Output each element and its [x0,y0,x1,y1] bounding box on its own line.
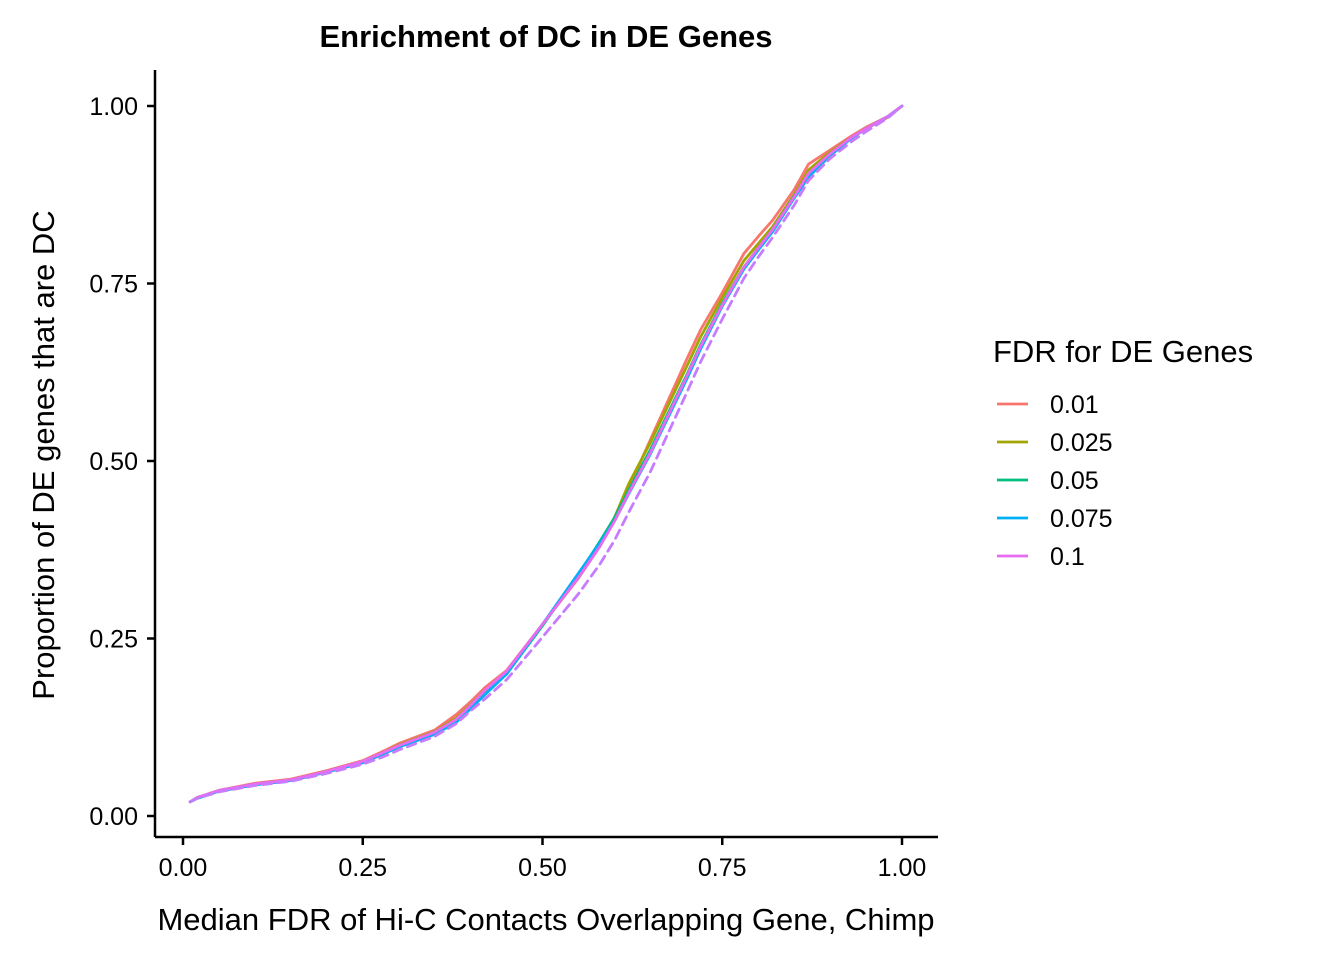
series-line-3 [188,104,904,804]
legend-title: FDR for DE Genes [993,334,1253,369]
x-axis-ticks: 0.00 0.25 0.50 0.75 1.00 [159,837,927,882]
x-tick-label: 1.00 [878,854,927,882]
legend-label-2: 0.05 [1050,467,1099,495]
y-axis-ticks: 0.00 0.25 0.50 0.75 1.00 [89,93,155,831]
y-tick-label: 0.25 [89,626,138,654]
legend-label-4: 0.1 [1050,543,1085,571]
series-line-2 [188,104,904,804]
legend-label-0: 0.01 [1050,391,1099,419]
series-line-0 [188,104,904,804]
x-tick-label: 0.50 [518,854,567,882]
plot-area [188,104,904,804]
y-tick-label: 0.75 [89,271,138,299]
x-axis-title: Median FDR of Hi-C Contacts Overlapping … [157,902,934,937]
legend-label-3: 0.075 [1050,505,1113,533]
series-line-1 [188,104,904,804]
series-line-4 [188,104,904,804]
y-tick-label: 1.00 [89,93,138,121]
legend-label-1: 0.025 [1050,429,1113,457]
y-tick-label: 0.00 [89,803,138,831]
y-tick-label: 0.50 [89,448,138,476]
legend: FDR for DE Genes 0.01 0.025 0.05 0.075 0.1 [993,334,1253,571]
series-line-5 [188,104,904,804]
chart-title: Enrichment of DC in DE Genes [319,19,772,54]
x-tick-label: 0.25 [338,854,387,882]
x-tick-label: 0.75 [698,854,747,882]
x-tick-label: 0.00 [159,854,208,882]
y-axis-title: Proportion of DE genes that are DC [26,210,61,699]
